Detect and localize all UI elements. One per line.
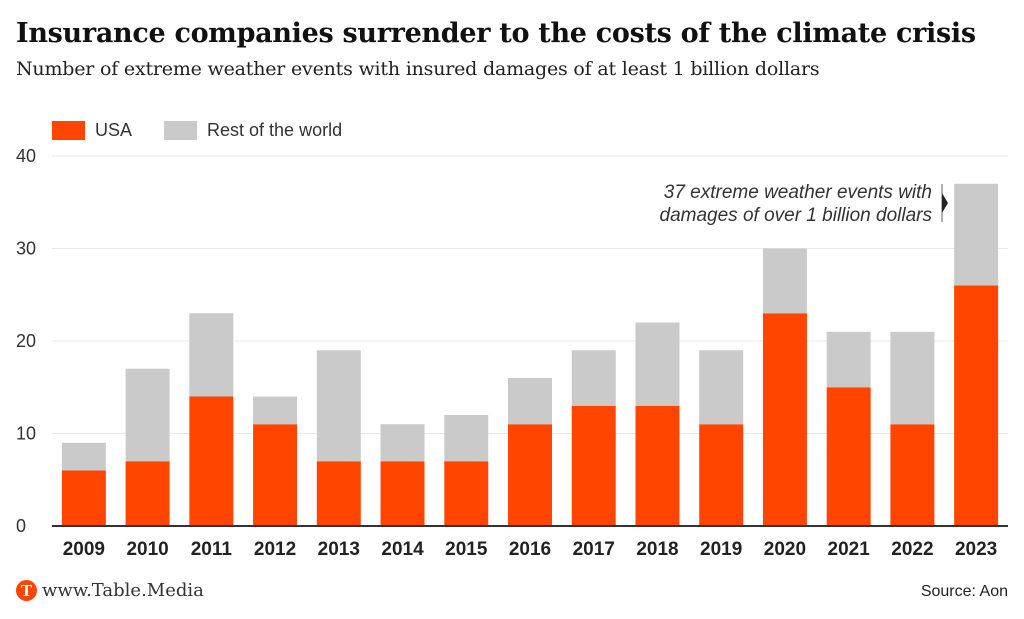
x-tick-label: 2018 <box>636 539 678 560</box>
bar-rest-of-world-2012 <box>253 396 298 425</box>
bar-rest-of-world-2020 <box>762 248 807 314</box>
bars <box>61 183 999 526</box>
brand-logo[interactable]: T www.Table.Media <box>16 580 204 601</box>
bar-rest-of-world-2015 <box>444 415 489 462</box>
x-tick-label: 2021 <box>828 539 871 560</box>
bar-rest-of-world-2017 <box>571 350 616 406</box>
x-tick-label: 2012 <box>254 539 296 560</box>
annotation-marker <box>941 184 948 222</box>
source-label: Source: Aon <box>920 583 1008 600</box>
legend-item-usa: USA <box>52 120 132 141</box>
x-tick-label: 2013 <box>318 539 360 560</box>
bar-rest-of-world-2010 <box>125 368 170 462</box>
x-tick-label: 2010 <box>126 539 168 560</box>
bar-usa-2014 <box>380 461 425 526</box>
bar-usa-2018 <box>635 405 680 526</box>
site-link[interactable]: www.Table.Media <box>42 580 204 601</box>
bar-rest-of-world-2023 <box>954 183 999 286</box>
bar-usa-2016 <box>508 424 552 526</box>
x-tick-label: 2023 <box>955 539 997 560</box>
x-tick-label: 2017 <box>573 539 615 560</box>
y-tick-label: 30 <box>16 239 36 259</box>
y-tick-label: 0 <box>16 516 26 536</box>
bar-usa-2020 <box>762 313 807 526</box>
y-tick-label: 20 <box>16 331 36 351</box>
bar-usa-2019 <box>699 424 744 526</box>
bar-rest-of-world-2013 <box>316 350 361 462</box>
bar-rest-of-world-2021 <box>826 331 871 388</box>
bar-usa-2009 <box>61 470 106 526</box>
bar-rest-of-world-2019 <box>699 350 744 425</box>
bar-rest-of-world-2022 <box>890 331 935 425</box>
bar-usa-2017 <box>571 405 616 526</box>
x-tick-label: 2011 <box>191 539 233 560</box>
bar-rest-of-world-2009 <box>61 442 106 471</box>
x-axis-ticks: 2009 2010 2011 2012 2013 2014 2015 2016 2017 2018… <box>63 539 998 560</box>
bar-usa-2013 <box>316 461 361 526</box>
x-tick-label: 2019 <box>700 539 742 560</box>
y-axis-ticks: 0 10 20 30 40 <box>16 146 36 536</box>
bar-rest-of-world-2014 <box>380 424 425 462</box>
x-tick-label: 2009 <box>63 539 105 560</box>
y-tick-label: 40 <box>16 146 36 166</box>
chart-title: Insurance companies surrender to the cos… <box>16 18 976 49</box>
annotation-line-2: damages of over 1 billion dollars <box>659 205 933 226</box>
bar-rest-of-world-2018 <box>635 322 680 406</box>
x-tick-label: 2020 <box>764 539 806 560</box>
bar-rest-of-world-2011 <box>189 313 234 397</box>
bar-usa-2011 <box>189 396 234 526</box>
annotation-2023: 37 extreme weather events with damages o… <box>660 181 933 227</box>
bar-usa-2022 <box>890 424 935 526</box>
chart-subtitle: Number of extreme weather events with in… <box>16 58 820 80</box>
bar-usa-2012 <box>253 424 298 526</box>
bar-usa-2021 <box>826 387 871 526</box>
bar-rest-of-world-2016 <box>508 378 552 425</box>
bar-usa-2010 <box>125 461 170 526</box>
x-tick-label: 2014 <box>381 539 424 560</box>
bar-usa-2015 <box>444 461 489 526</box>
legend: USA Rest of the world <box>52 120 374 141</box>
legend-item-rest-of-world: Rest of the world <box>164 120 342 141</box>
legend-swatch-usa <box>52 121 85 140</box>
annotation-arrow <box>942 193 948 213</box>
x-tick-label: 2016 <box>509 539 551 560</box>
bar-usa-2023 <box>954 285 999 526</box>
x-tick-label: 2015 <box>445 539 488 560</box>
x-tick-label: 2022 <box>891 539 933 560</box>
legend-label-rest-of-world: Rest of the world <box>207 120 343 140</box>
annotation-line-1: 37 extreme weather events with <box>663 182 932 203</box>
legend-label-usa: USA <box>95 120 133 140</box>
table-media-logo-icon: T <box>16 580 37 601</box>
y-tick-label: 10 <box>16 424 36 444</box>
legend-swatch-rest-of-world <box>164 121 198 140</box>
